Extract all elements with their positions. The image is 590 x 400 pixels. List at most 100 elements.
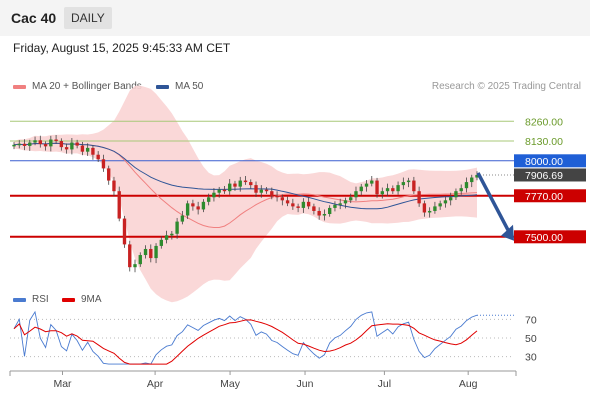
candle-body [64,147,69,150]
x-tick-label-Jul: Jul [378,378,391,390]
rsi-tick-50: 50 [525,333,537,345]
rsi-ma-line [13,319,478,365]
research-credit: Research © 2025 Trading Central [431,81,581,92]
candle-body [391,188,395,192]
ma50-swatch [156,84,169,89]
candle-body [96,154,100,160]
candle-body [343,200,348,204]
candle-body [70,142,74,150]
legend-bollinger: MA 20 + Bollinger Bands [13,81,142,92]
candle-body [206,197,211,202]
candle-body [17,143,21,146]
candle-body [375,180,379,195]
candle-body [122,218,127,245]
candle-body [417,191,421,204]
bollinger-band-area [14,85,477,303]
candle-body [380,191,384,195]
candle-body [254,185,258,193]
x-tick-label-Jun: Jun [297,378,314,390]
level-label-3: 7906.69 [525,170,563,182]
x-tick-label-Apr: Apr [147,378,164,390]
candle-body [464,182,469,189]
candle-body [443,200,448,204]
candle-body [385,188,390,192]
candle-body [301,201,306,208]
candle-body [49,139,53,147]
level-label-0: 8260.00 [525,116,563,128]
level-label-2: 8000.00 [525,156,563,168]
candle-body [291,203,295,207]
legend-ma50-label: MA 50 [175,81,204,92]
candle-body [322,214,327,216]
candle-body [475,174,479,178]
candle-body [338,203,342,205]
candle-body [259,189,263,193]
ma50-line [13,142,478,210]
level-label-5: 7500.00 [525,232,563,244]
candle-body [422,203,427,213]
candle-body [333,204,337,208]
candle-body [175,221,179,234]
candle-body [349,197,353,201]
candle-body [164,235,169,240]
level-box-2 [514,154,586,168]
legend-rsi-label: RSI [32,294,49,305]
candle-body [159,239,164,246]
candle-body [201,201,206,210]
candle-body [33,140,37,143]
bollinger-swatch [13,84,26,89]
candle-body [312,206,316,211]
level-box-4 [514,189,586,203]
candle-body [306,201,311,207]
candle-body [75,142,79,146]
candle-body [101,159,106,169]
candle-body [285,200,290,204]
candle-body [185,203,190,216]
candle-body [249,182,253,186]
candle-body [43,144,48,147]
candle-body [396,185,400,192]
candle-body [280,197,285,201]
candle-body [412,180,416,192]
instrument-title: Cac 40 [11,10,57,26]
legend-rsi-ma-label: 9MA [81,294,102,305]
forecast-arrow [476,172,514,241]
candle-body [12,144,16,147]
candle-body [54,139,58,142]
candle-body [196,206,200,210]
candle-body [370,180,374,184]
candle-body [275,195,279,198]
candle-body [28,142,32,146]
candle-body [364,183,369,187]
candle-body [243,180,248,183]
candle-body [112,180,116,192]
legend-ma50: MA 50 [156,81,203,92]
candle-body [133,264,137,268]
candle-body [470,177,474,183]
candle-body [149,248,153,259]
rsi-swatch [13,297,26,302]
candle-body [38,140,42,145]
rsi-tick-30: 30 [525,352,537,364]
candle-body [264,189,269,192]
bollinger-bands [14,85,477,303]
candle-body [327,207,332,214]
candle-body [80,145,85,152]
candle-body [228,183,232,192]
candle-body [427,210,432,213]
x-axis: Mar Apr May Jun Jul Aug [9,370,517,390]
candle-body [454,191,458,198]
candle-body [107,168,111,181]
candle-body [138,255,142,265]
candle-body [401,182,406,186]
x-tick-label-Mar: Mar [53,378,72,390]
legend-rsi: RSI [13,294,49,305]
level-labels: 8260.00 8130.00 8000.00 7906.69 7770.00 7500.… [514,116,586,244]
level-box-3 [514,168,586,182]
chart-header: Cac 40 DAILY [0,0,590,36]
period-button[interactable]: DAILY [64,7,112,29]
candle-body [233,183,237,187]
candle-body [459,188,463,192]
candle-body [217,189,221,193]
